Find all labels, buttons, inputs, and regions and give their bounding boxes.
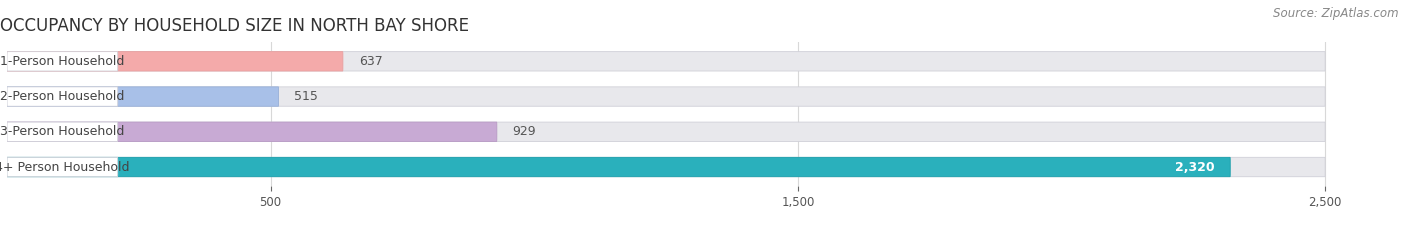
FancyBboxPatch shape: [7, 52, 1324, 71]
FancyBboxPatch shape: [7, 52, 343, 71]
Text: Source: ZipAtlas.com: Source: ZipAtlas.com: [1274, 7, 1399, 20]
FancyBboxPatch shape: [7, 87, 278, 106]
Text: 1-Person Household: 1-Person Household: [0, 55, 125, 68]
Text: OCCUPANCY BY HOUSEHOLD SIZE IN NORTH BAY SHORE: OCCUPANCY BY HOUSEHOLD SIZE IN NORTH BAY…: [0, 17, 470, 35]
FancyBboxPatch shape: [7, 122, 496, 141]
FancyBboxPatch shape: [7, 157, 1324, 177]
FancyBboxPatch shape: [7, 157, 1230, 177]
Text: 929: 929: [513, 125, 536, 138]
FancyBboxPatch shape: [7, 87, 1324, 106]
Text: 2,320: 2,320: [1175, 161, 1215, 174]
FancyBboxPatch shape: [7, 87, 118, 106]
FancyBboxPatch shape: [7, 52, 118, 71]
FancyBboxPatch shape: [7, 157, 118, 177]
FancyBboxPatch shape: [7, 122, 1324, 141]
Text: 515: 515: [294, 90, 318, 103]
Text: 3-Person Household: 3-Person Household: [0, 125, 125, 138]
Text: 637: 637: [359, 55, 382, 68]
Text: 2-Person Household: 2-Person Household: [0, 90, 125, 103]
Text: 4+ Person Household: 4+ Person Household: [0, 161, 129, 174]
FancyBboxPatch shape: [7, 122, 118, 141]
